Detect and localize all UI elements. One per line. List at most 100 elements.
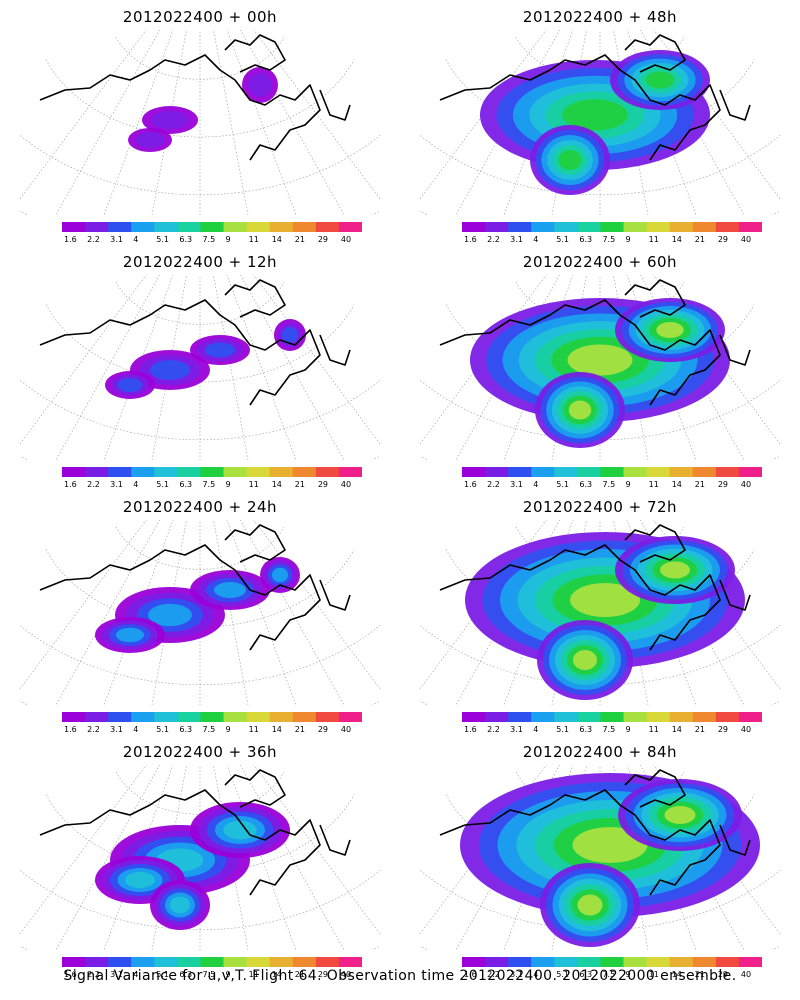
colorbar-swatch (292, 712, 317, 722)
colorbar-swatch (669, 222, 694, 232)
variance-map (420, 520, 780, 705)
colorbar-label: 2.2 (487, 235, 500, 244)
figure-caption: Signal Variance for u,v,T. Flight 64. Ob… (63, 968, 737, 984)
colorbar-swatch (108, 222, 132, 232)
variance-map (20, 275, 380, 460)
colorbar-swatch (531, 467, 555, 477)
colorbar-swatch (738, 467, 762, 477)
colorbar-label: 40 (741, 725, 751, 734)
colorbar-swatch (338, 712, 362, 722)
coastline (39, 34, 351, 161)
colorbar-label: 11 (649, 235, 659, 244)
colorbar-label: 7.5 (602, 480, 615, 489)
map-panel: 2012022400 + 84h 1.6 2.2 3.1 4 5.1 6.3 7.5 9 11 14… (400, 735, 800, 980)
colorbar-swatch (154, 712, 178, 722)
colorbar-swatch (692, 222, 717, 232)
colorbar-swatch (485, 957, 509, 967)
colorbar-label: 14 (672, 970, 682, 979)
colorbar-label: 7.5 (202, 235, 215, 244)
colorbar-label: 11 (249, 235, 259, 244)
colorbar-label: 29 (718, 970, 728, 979)
colorbar-swatch (338, 467, 362, 477)
colorbar-label: 40 (741, 970, 751, 979)
variance-map (420, 765, 780, 950)
coastline (39, 279, 351, 406)
colorbar-swatch (62, 712, 86, 722)
map-panel: 2012022400 + 48h 1.6 2.2 3.1 4 5.1 6.3 7.5 9 11 14… (400, 0, 800, 245)
colorbar-label: 5.1 (556, 725, 569, 734)
colorbar-swatch (577, 957, 601, 967)
variance-field (128, 67, 278, 152)
colorbar-label: 4 (533, 480, 538, 489)
colorbar-swatch (108, 957, 132, 967)
colorbar-label: 1.6 (64, 480, 77, 489)
colorbar-swatch (646, 467, 671, 477)
colorbar-label: 40 (341, 970, 351, 979)
colorbar-label: 3.1 (510, 235, 523, 244)
colorbar-swatch (462, 467, 486, 477)
colorbar: 1.6 2.2 3.1 4 5.1 6.3 7.5 9 11 14 21 29 40 (462, 222, 762, 244)
colorbar-swatch (292, 957, 317, 967)
colorbar-swatch (131, 222, 155, 232)
colorbar-label: 7.5 (202, 970, 215, 979)
colorbar-swatch (62, 222, 86, 232)
colorbar-swatch (269, 712, 294, 722)
colorbar-swatch (200, 222, 225, 232)
variance-field (105, 319, 306, 399)
colorbar-swatch (508, 712, 532, 722)
colorbar-label: 4 (133, 480, 138, 489)
colorbar-swatch (554, 222, 578, 232)
colorbar-swatch (108, 467, 132, 477)
panel-title: 2012022400 + 00h (122, 8, 278, 26)
coastline (39, 524, 351, 651)
colorbar-swatch (508, 957, 532, 967)
colorbar-label: 1.6 (464, 235, 477, 244)
colorbar-label: 1.6 (64, 235, 77, 244)
map-panel: 2012022400 + 60h 1.6 2.2 3.1 4 5.1 6.3 7.5 9 11 14… (400, 245, 800, 490)
colorbar-swatch (62, 957, 86, 967)
variance-field (480, 50, 710, 195)
colorbar-swatch (554, 467, 578, 477)
colorbar-label: 4 (533, 235, 538, 244)
map-panel: 2012022400 + 72h 1.6 2.2 3.1 4 5.1 6.3 7.5 9 11 14… (400, 490, 800, 735)
colorbar-swatch (62, 467, 86, 477)
colorbar-swatch (246, 222, 271, 232)
panel-title: 2012022400 + 60h (522, 253, 678, 271)
colorbar-label: 3.1 (510, 480, 523, 489)
colorbar-label: 14 (272, 970, 282, 979)
colorbar: 1.6 2.2 3.1 4 5.1 6.3 7.5 9 11 14 21 29 40 (462, 712, 762, 734)
variance-map (20, 520, 380, 705)
colorbar-swatch (154, 467, 178, 477)
colorbar: 1.6 2.2 3.1 4 5.1 6.3 7.5 9 11 14 21 29 40 (62, 467, 362, 489)
colorbar-label: 21 (695, 235, 705, 244)
colorbar-swatch (715, 957, 740, 967)
colorbar-label: 5.1 (156, 725, 169, 734)
colorbar-label: 6.3 (179, 725, 192, 734)
colorbar-label: 3.1 (510, 725, 523, 734)
colorbar-swatch (85, 712, 109, 722)
colorbar-swatch (646, 712, 671, 722)
colorbar-swatch (223, 222, 248, 232)
colorbar-label: 5.1 (156, 970, 169, 979)
colorbar-label: 2.2 (87, 480, 100, 489)
map-panel: 2012022400 + 36h 1.6 2.2 3.1 4 5.1 6.3 7.5 9 11 14… (0, 735, 400, 980)
colorbar-label: 5.1 (156, 480, 169, 489)
colorbar: 1.6 2.2 3.1 4 5.1 6.3 7.5 9 11 14 21 29 40 (62, 712, 362, 734)
colorbar-swatch (692, 712, 717, 722)
colorbar-label: 29 (318, 970, 328, 979)
colorbar-swatch (246, 467, 271, 477)
colorbar-swatch (154, 957, 178, 967)
colorbar-label: 9 (626, 235, 631, 244)
colorbar-label: 5.1 (556, 480, 569, 489)
colorbar-label: 14 (272, 725, 282, 734)
colorbar-label: 6.3 (579, 970, 592, 979)
colorbar-swatch (623, 467, 648, 477)
colorbar-label: 3.1 (510, 970, 523, 979)
colorbar-label: 11 (649, 725, 659, 734)
colorbar-label: 5.1 (556, 970, 569, 979)
coastline (439, 279, 751, 406)
colorbar-label: 3.1 (110, 725, 123, 734)
colorbar-label: 6.3 (579, 235, 592, 244)
colorbar-label: 4 (133, 970, 138, 979)
colorbar-label: 4 (533, 970, 538, 979)
